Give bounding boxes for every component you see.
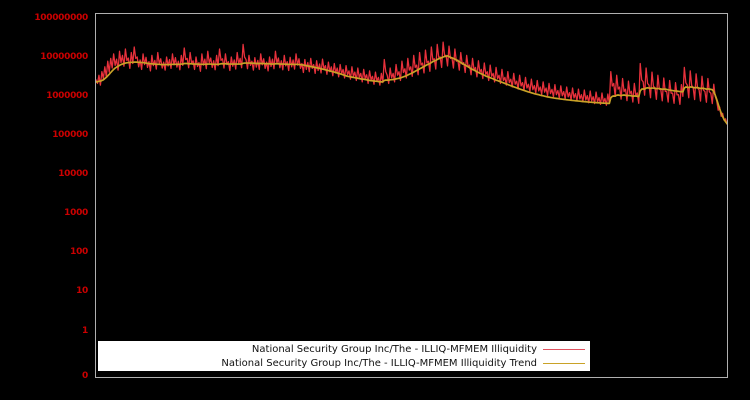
- y-axis-tick-label: 1: [82, 326, 88, 336]
- y-axis-tick-label: 100: [70, 247, 88, 257]
- series-canvas: [96, 41, 727, 125]
- y-axis-labels: 100000000 10000000 1000000 100000 10000 1000 1…: [0, 0, 88, 400]
- y-axis-tick-label: 1000000: [46, 91, 88, 101]
- chart-legend: National Security Group Inc/The - ILLIQ-…: [98, 341, 590, 371]
- series-line-illiquidity-trend: [96, 55, 727, 125]
- legend-label-illiquidity: National Security Group Inc/The - ILLIQ-…: [251, 343, 537, 355]
- y-axis-tick-label: 10: [76, 286, 88, 296]
- plot-area: [95, 13, 728, 378]
- y-axis-tick-label: 100000000: [34, 13, 88, 23]
- legend-item-illiquidity-trend[interactable]: National Security Group Inc/The - ILLIQ-…: [99, 356, 589, 370]
- legend-swatch-illiquidity-trend: [543, 362, 585, 364]
- y-axis-tick-label: 10000000: [40, 52, 88, 62]
- y-axis-tick-label: 100000: [52, 130, 88, 140]
- y-axis-tick-label: 0: [82, 371, 88, 381]
- legend-label-illiquidity-trend: National Security Group Inc/The - ILLIQ-…: [221, 357, 537, 369]
- legend-swatch-illiquidity: [543, 348, 585, 350]
- series-line-illiquidity: [96, 41, 727, 125]
- y-axis-tick-label: 1000: [64, 208, 88, 218]
- legend-item-illiquidity[interactable]: National Security Group Inc/The - ILLIQ-…: [99, 342, 589, 356]
- y-axis-tick-label: 10000: [58, 169, 88, 179]
